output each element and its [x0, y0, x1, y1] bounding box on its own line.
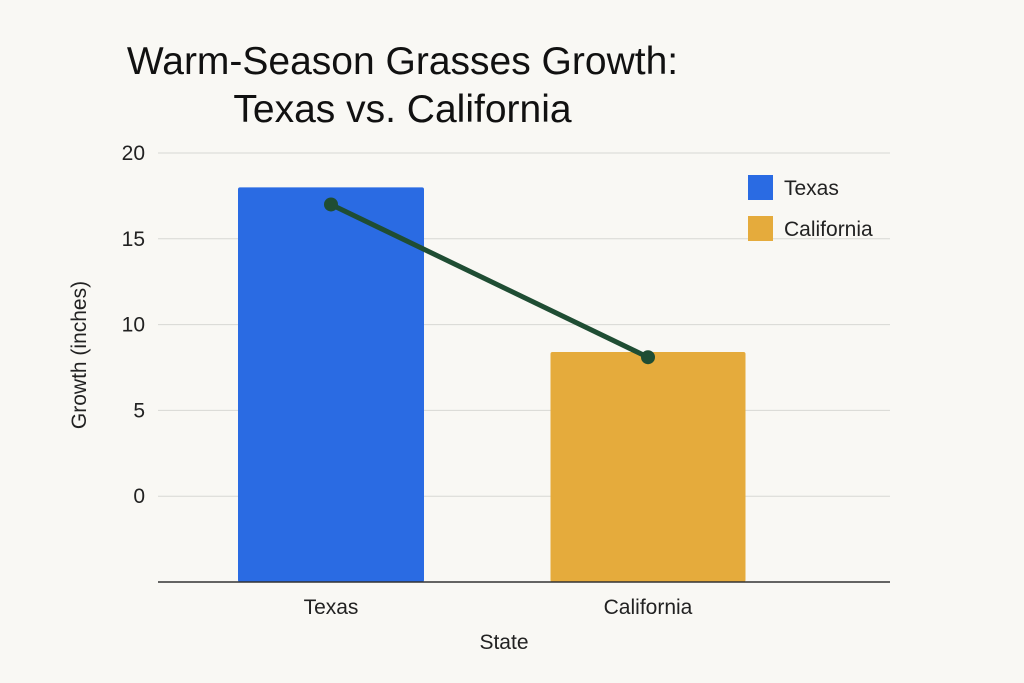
y-tick-label: 0: [133, 485, 145, 508]
y-tick-label: 20: [122, 142, 145, 165]
x-axis-label: State: [479, 631, 528, 654]
y-axis-label: Growth (inches): [68, 281, 91, 429]
overlay-point: [324, 197, 338, 212]
bar-texas: [238, 187, 424, 582]
y-tick-label: 10: [122, 314, 145, 337]
legend-label: Texas: [784, 177, 839, 200]
bar-california: [550, 352, 746, 582]
chart-title: Warm-Season Grasses Growth: Texas vs. Ca…: [0, 38, 805, 134]
y-tick-label: 15: [122, 228, 145, 251]
chart-title-line-2: Texas vs. California: [233, 88, 572, 131]
x-tick-label: California: [604, 596, 693, 619]
legend-swatch-texas: [748, 175, 773, 200]
y-tick-label: 5: [133, 399, 145, 422]
chart-title-line-1: Warm-Season Grasses Growth:: [126, 40, 679, 83]
legend-label: California: [784, 218, 873, 241]
legend-swatch-california: [748, 216, 773, 241]
overlay-line: [329, 202, 650, 360]
overlay-point: [641, 350, 655, 365]
x-tick-label: Texas: [304, 596, 359, 619]
